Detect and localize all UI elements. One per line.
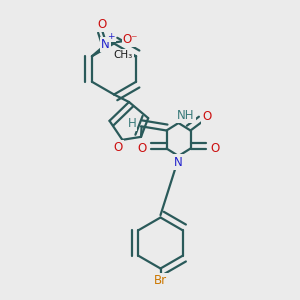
Text: N: N [174,155,183,169]
Text: O: O [210,142,219,155]
Text: +: + [107,32,115,41]
Text: O⁻: O⁻ [123,33,138,46]
Text: O: O [98,18,107,31]
Text: O: O [138,142,147,155]
Text: Br: Br [154,274,167,287]
Text: N: N [101,38,110,51]
Text: O: O [202,110,211,124]
Text: NH: NH [177,109,195,122]
Text: O: O [113,141,122,154]
Text: H: H [128,117,136,130]
Text: CH₃: CH₃ [114,50,133,60]
